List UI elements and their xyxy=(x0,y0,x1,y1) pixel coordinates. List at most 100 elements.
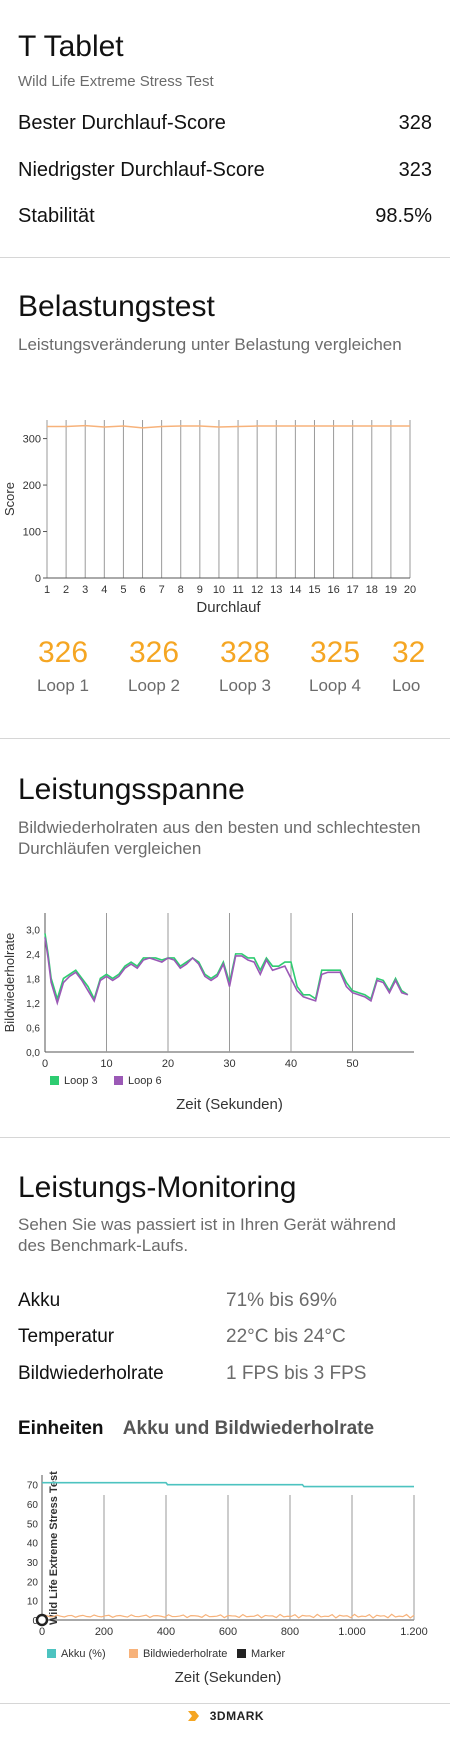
device-title: T Tablet xyxy=(18,30,124,63)
brand-logo: 3DMARK xyxy=(0,1708,450,1724)
tab-units[interactable]: Einheiten xyxy=(18,1418,104,1439)
x-tick-label: 30 xyxy=(223,1058,235,1070)
brand-name: 3DMARK xyxy=(209,1709,265,1723)
legend-label: Loop 6 xyxy=(128,1075,162,1087)
y-tick-label: 30 xyxy=(27,1558,39,1569)
y-axis-label: Score xyxy=(2,482,17,516)
legend-label: Marker xyxy=(251,1648,286,1660)
x-tick-label: 16 xyxy=(327,584,339,596)
x-tick-label: 12 xyxy=(251,584,263,596)
monitoring-description: Sehen Sie was passiert ist in Ihren Gerä… xyxy=(18,1215,396,1255)
monitor-value: 1 FPS bis 3 FPS xyxy=(226,1363,367,1384)
y-tick-label: 0,0 xyxy=(26,1048,40,1059)
loop-score-3[interactable]: 328 Loop 3 xyxy=(200,636,290,696)
x-tick-label: 10 xyxy=(213,584,225,596)
x-tick-label: 9 xyxy=(197,584,203,596)
series-line-loop-3 xyxy=(44,933,409,1002)
loop-score-1[interactable]: 326 Loop 1 xyxy=(18,636,108,696)
divider xyxy=(0,1137,450,1138)
monitoring-chart: 0 200 400 600 800 1.000 1.200 0 10 20 30 40 50 60 70 Wi… xyxy=(27,1471,428,1685)
y-tick-label: 300 xyxy=(23,434,41,446)
stat-stability: Stabilität 98.5% xyxy=(18,205,432,228)
y-tick-label: 1,2 xyxy=(26,999,40,1010)
x-tick-label: 15 xyxy=(308,584,320,596)
x-tick-label: 10 xyxy=(100,1058,112,1070)
legend-swatch xyxy=(129,1649,138,1658)
stress-title: Belastungstest xyxy=(18,290,215,323)
x-axis-label: Durchlauf xyxy=(196,599,261,616)
y-tick-label: 10 xyxy=(27,1597,39,1608)
stat-stability-value: 98.5% xyxy=(375,205,432,227)
x-tick-label: 600 xyxy=(219,1626,237,1638)
tab-battery-framerate[interactable]: Akku und Bildwiederholrate xyxy=(122,1418,375,1439)
y-tick-label: 60 xyxy=(27,1500,39,1511)
loop-score-4[interactable]: 325 Loop 4 xyxy=(290,636,380,696)
x-axis-label: Zeit (Sekunden) xyxy=(176,1096,283,1113)
x-tick-label: 1 xyxy=(44,584,50,596)
legend-label: Bildwiederholrate xyxy=(143,1648,227,1660)
x-tick-label: 50 xyxy=(346,1058,358,1070)
marker-point xyxy=(35,1613,49,1627)
unit-tabs[interactable]: Einheiten Akku und Bildwiederholrate xyxy=(18,1418,374,1440)
stress-chart: 1 2 3 4 5 6 7 8 9 10 11 12 13 14 15 16 17 18 19 20010020030… xyxy=(2,420,416,616)
loop-score-label: Loop 3 xyxy=(219,676,271,695)
stat-best-value: 328 xyxy=(398,112,432,134)
loop-score-label: Loo xyxy=(392,676,421,695)
legend-swatch xyxy=(114,1076,123,1085)
y-tick-label: 0 xyxy=(35,573,41,585)
score-series-line xyxy=(47,424,410,429)
loop-scores[interactable]: 326 Loop 1 326 Loop 2 328 Loop 3 325 Loo… xyxy=(0,636,450,706)
legend-swatch xyxy=(47,1649,56,1658)
x-tick-label: 3 xyxy=(82,584,88,596)
framerate-series-line xyxy=(41,1613,415,1619)
loop-score-value: 328 xyxy=(219,636,271,669)
y-axis-label: Bildwiederholrate xyxy=(2,933,17,1033)
x-tick-label: 20 xyxy=(162,1058,174,1070)
x-tick-label: 11 xyxy=(232,584,243,596)
x-tick-label: 19 xyxy=(385,584,397,596)
battery-series-line xyxy=(42,1481,414,1488)
x-tick-label: 20 xyxy=(404,584,416,596)
stat-stability-label: Stabilität xyxy=(18,205,95,227)
stat-best: Bester Durchlauf-Score 328 xyxy=(18,112,432,135)
x-tick-label: 0 xyxy=(39,1626,45,1638)
span-description: Bildwiederholraten aus den besten und sc… xyxy=(18,818,421,858)
y-tick-label: 50 xyxy=(27,1519,39,1530)
x-tick-label: 40 xyxy=(285,1058,297,1070)
y-tick-label: 2,4 xyxy=(26,950,40,961)
x-tick-label: 1.000 xyxy=(338,1626,366,1638)
y-tick-label: 200 xyxy=(23,480,41,492)
y-tick-label: 1,8 xyxy=(26,974,40,985)
monitor-value: 22°C bis 24°C xyxy=(226,1326,346,1347)
x-tick-label: 13 xyxy=(270,584,282,596)
legend-swatch xyxy=(50,1076,59,1085)
x-tick-label: 0 xyxy=(42,1058,48,1070)
span-title: Leistungsspanne xyxy=(18,773,245,806)
legend-label: Loop 3 xyxy=(64,1075,98,1087)
stat-best-label: Bester Durchlauf-Score xyxy=(18,112,226,134)
monitor-label: Temperatur xyxy=(18,1326,115,1347)
loop-score-2[interactable]: 326 Loop 2 xyxy=(109,636,199,696)
x-tick-label: 8 xyxy=(178,584,184,596)
x-tick-label: 800 xyxy=(281,1626,299,1638)
stat-lowest: Niedrigster Durchlauf-Score 323 xyxy=(18,159,432,182)
test-side-label: Wild Life Extreme Stress Test xyxy=(48,1471,60,1625)
loop-score-5[interactable]: 32 Loo xyxy=(392,636,450,696)
y-tick-label: 40 xyxy=(27,1539,39,1550)
y-tick-label: 20 xyxy=(27,1577,39,1588)
x-tick-label: 6 xyxy=(139,584,145,596)
y-tick-label: 100 xyxy=(23,527,41,539)
stat-lowest-value: 323 xyxy=(398,159,432,181)
x-tick-label: 1.200 xyxy=(400,1626,428,1638)
legend-swatch xyxy=(237,1649,246,1658)
test-name: Wild Life Extreme Stress Test xyxy=(18,73,214,90)
divider xyxy=(0,257,450,258)
loop-score-label: Loop 1 xyxy=(37,676,89,695)
loop-score-value: 32 xyxy=(392,636,426,669)
stress-description: Leistungsveränderung unter Belastung ver… xyxy=(18,335,402,354)
span-chart: 0 10 20 30 40 50 0,0 0,6 1,2 1,8 2,4 3,0 Bildwiederh… xyxy=(2,913,414,1113)
y-tick-label: 3,0 xyxy=(26,925,40,936)
loop-score-value: 326 xyxy=(37,636,89,669)
divider xyxy=(0,738,450,739)
3dmark-logo-icon xyxy=(187,1711,199,1721)
